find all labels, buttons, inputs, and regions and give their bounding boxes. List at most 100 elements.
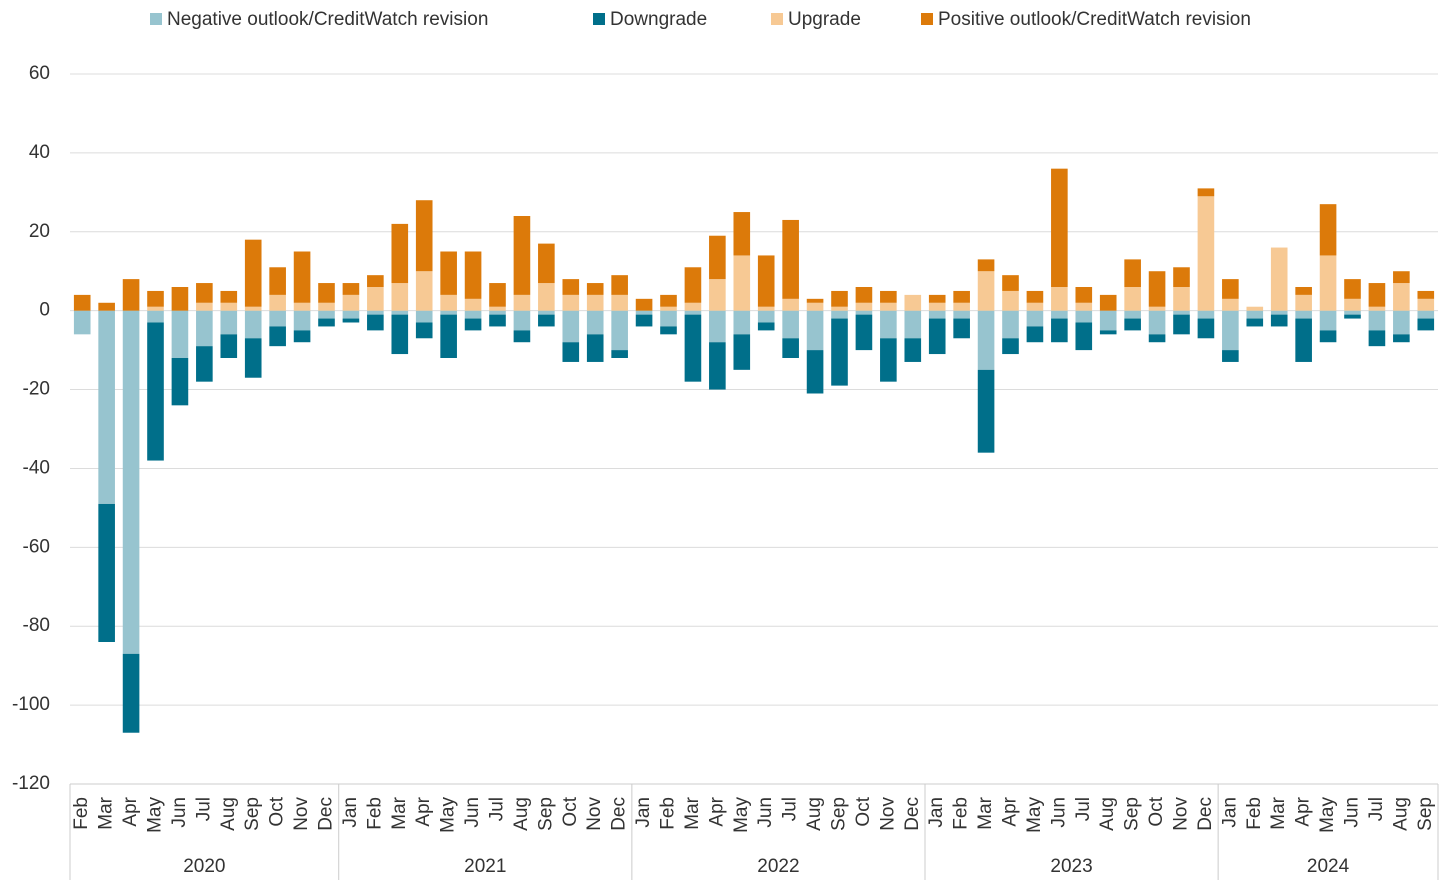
legend-swatch [921, 13, 933, 25]
bar-segment [1124, 259, 1141, 287]
bar-segment [489, 306, 506, 311]
y-tick-label: -80 [23, 615, 50, 636]
y-tick-label: -40 [23, 457, 50, 478]
bar-segment [855, 310, 873, 315]
bar-segment [733, 310, 751, 335]
x-tick-label: Jul [1366, 797, 1387, 821]
bar-segment [1051, 318, 1068, 343]
bar-segment [391, 223, 409, 284]
bar-segment [928, 302, 946, 311]
bar-segment [220, 334, 238, 358]
bar-segment [880, 302, 897, 311]
bar-segment [538, 314, 555, 327]
bar-segment [1319, 330, 1337, 343]
bar-segment [464, 251, 482, 299]
bar-segment [489, 314, 506, 327]
bar-segment [562, 310, 580, 343]
bar-segment [1026, 310, 1044, 327]
bar-segment [171, 287, 189, 311]
x-tick-label: Jun [1048, 797, 1069, 828]
bar-segment [635, 298, 653, 311]
bar-segment [196, 310, 213, 347]
bar-segment [73, 294, 91, 311]
bar-segment [928, 318, 946, 355]
bar-segment [977, 271, 995, 311]
x-tick-label: Feb [1244, 797, 1265, 830]
bar-segment [709, 310, 726, 343]
bar-segment [611, 350, 628, 358]
x-tick-label: May [1317, 797, 1338, 833]
year-label: 2021 [464, 856, 506, 877]
bar-segment [953, 290, 970, 303]
bar-segment [904, 294, 922, 311]
bar-segment [196, 302, 213, 311]
x-tick-label: Jul [193, 797, 214, 821]
bar-segment [757, 310, 775, 323]
legend-swatch [150, 13, 162, 25]
bar-segment [269, 310, 286, 327]
x-tick-label: Jan [340, 797, 361, 828]
bar-segment [1295, 294, 1312, 311]
bar-segment [342, 318, 360, 323]
bar-segment [1197, 196, 1215, 311]
bar-segment [464, 318, 482, 331]
bar-segment [1075, 302, 1093, 311]
bar-segment [538, 283, 555, 311]
bar-segment [1051, 168, 1068, 287]
x-tick-label: Mar [1268, 796, 1289, 829]
bar-segment [1051, 310, 1068, 319]
bar-segment [196, 346, 213, 382]
bar-segment [1099, 310, 1117, 331]
bar-segment [171, 310, 189, 358]
bar-segment [1173, 287, 1190, 311]
bar-segment [122, 653, 140, 733]
bar-segment [1002, 310, 1019, 339]
legend-swatch [771, 13, 783, 25]
bar-segment [538, 310, 555, 315]
bar-segment [1295, 310, 1312, 319]
x-tick-label: Aug [511, 797, 532, 831]
bar-segment [122, 279, 140, 311]
bar-segment [1148, 310, 1166, 335]
bar-segment [1368, 283, 1386, 307]
bar-segment [709, 342, 726, 390]
bar-segment [1222, 310, 1239, 351]
bar-segment [1075, 287, 1093, 303]
bar-segment [635, 314, 653, 327]
bar-segment [562, 279, 580, 295]
x-tick-label: Aug [218, 797, 239, 831]
bar-segment [318, 310, 335, 319]
bar-segment [244, 338, 262, 378]
bar-segment [1417, 290, 1435, 299]
bar-segment [611, 275, 628, 295]
x-tick-label: Dec [316, 797, 337, 831]
bar-segment [1173, 310, 1190, 315]
bar-segment [244, 310, 262, 339]
x-tick-label: Dec [902, 797, 923, 831]
bar-segment [244, 239, 262, 307]
bar-segment [415, 322, 433, 339]
bar-segment [757, 306, 775, 311]
bar-segment [1148, 306, 1166, 311]
x-tick-label: Oct [853, 796, 874, 826]
bar-segment [806, 310, 824, 351]
x-tick-label: Apr [706, 796, 727, 826]
bar-segment [977, 310, 995, 370]
bar-segment [318, 283, 335, 303]
bar-segment [1319, 310, 1337, 331]
bar-segment [1124, 310, 1141, 319]
x-tick-label: Dec [609, 797, 630, 831]
bar-segment [611, 294, 628, 311]
bar-segment [391, 314, 409, 355]
bar-segment [586, 334, 604, 362]
x-tick-label: May [1024, 797, 1045, 833]
bar-segment [171, 358, 189, 406]
bar-segment [1393, 310, 1410, 335]
year-label: 2023 [1050, 856, 1092, 877]
bar-segment [782, 310, 799, 339]
bar-segment [147, 310, 164, 323]
bar-segment [1051, 287, 1068, 311]
bar-segment [586, 310, 604, 335]
bar-segment [367, 275, 384, 287]
x-tick-label: Jul [780, 797, 801, 821]
